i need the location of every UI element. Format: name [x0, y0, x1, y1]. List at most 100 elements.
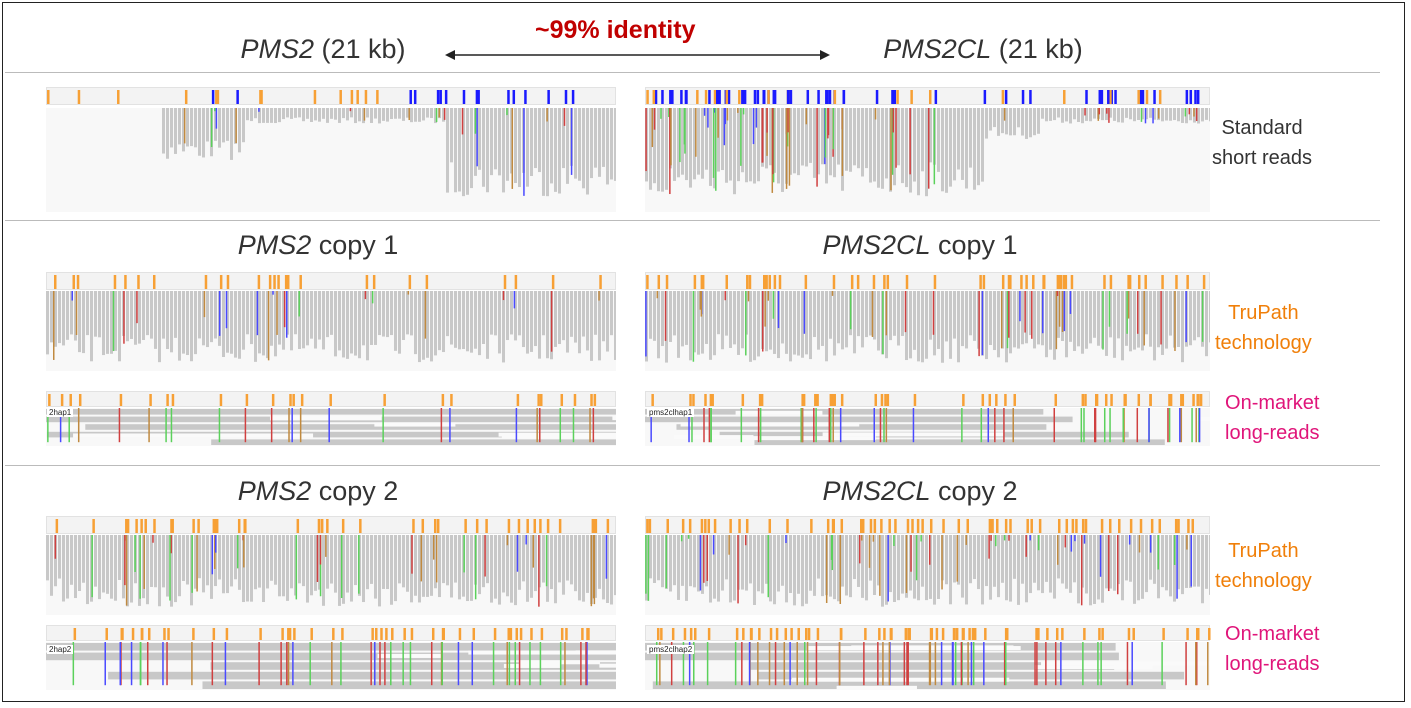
- track-mark: [826, 519, 830, 533]
- track-mark: [530, 628, 533, 640]
- track-mark: [894, 519, 897, 533]
- variant-track: [46, 625, 616, 641]
- track-mark: [226, 291, 229, 353]
- track-mark: [206, 535, 209, 586]
- track-mark: [506, 108, 508, 116]
- variant-track: [645, 87, 1210, 105]
- track-mark: [693, 275, 697, 289]
- track-mark: [318, 291, 321, 340]
- track-mark: [190, 291, 193, 362]
- track-mark: [86, 535, 89, 605]
- track-mark: [789, 535, 792, 594]
- track-mark: [987, 408, 990, 443]
- track-mark: [462, 291, 465, 350]
- track-mark: [439, 90, 442, 104]
- track-mark: [1109, 90, 1112, 104]
- track-mark: [560, 394, 564, 406]
- track-mark: [302, 108, 305, 122]
- track-mark: [677, 108, 680, 178]
- track-mark: [934, 90, 938, 104]
- track-mark: [677, 291, 680, 358]
- track-mark: [74, 291, 77, 341]
- track-mark: [538, 291, 541, 359]
- track-mark: [1054, 394, 1058, 406]
- track-mark: [1081, 535, 1084, 588]
- track-mark: [688, 642, 691, 686]
- track-mark: [1122, 408, 1124, 443]
- track-mark: [1095, 394, 1099, 406]
- track-mark: [166, 394, 169, 406]
- track-mark: [72, 275, 76, 289]
- track-mark: [758, 628, 761, 640]
- track-mark: [298, 535, 301, 584]
- track-mark: [841, 108, 844, 176]
- track-mark: [472, 628, 476, 640]
- track-mark: [526, 108, 529, 187]
- track-mark: [1049, 108, 1052, 121]
- track-mark: [897, 291, 900, 346]
- read-pileup: [645, 291, 1212, 371]
- track-mark: [278, 108, 281, 123]
- track-mark: [1118, 519, 1121, 533]
- track-mark: [1009, 291, 1012, 354]
- track-mark: [246, 108, 249, 121]
- track-mark: [286, 275, 290, 289]
- track-mark: [1129, 535, 1132, 582]
- track-mark: [506, 291, 509, 341]
- track-mark: [1208, 628, 1211, 640]
- long-read-pileup: [645, 408, 1240, 446]
- track-mark: [815, 642, 818, 686]
- track-mark: [110, 535, 113, 599]
- track-mark: [105, 628, 108, 640]
- track-mark: [214, 108, 216, 112]
- track-mark: [1065, 291, 1068, 358]
- track-mark: [383, 394, 386, 406]
- track-mark: [1181, 291, 1184, 363]
- track-mark: [757, 642, 759, 686]
- track-mark: [825, 108, 828, 184]
- track-mark: [326, 535, 329, 589]
- track-mark: [558, 108, 561, 194]
- track-mark: [928, 535, 931, 565]
- track-mark: [861, 108, 864, 177]
- track-mark: [970, 642, 973, 686]
- track-mark: [1138, 535, 1141, 553]
- track-mark: [885, 291, 888, 336]
- track-mark: [1062, 275, 1066, 289]
- track-mark: [374, 642, 376, 686]
- track-mark: [781, 291, 784, 344]
- track-mark: [649, 535, 652, 579]
- track-mark: [58, 291, 61, 344]
- track-mark: [594, 291, 597, 335]
- track-mark: [787, 108, 789, 133]
- track-mark: [166, 535, 169, 597]
- track-mark: [684, 90, 688, 104]
- track-mark: [1153, 90, 1156, 104]
- track-mark: [313, 90, 317, 104]
- track-mark: [767, 90, 770, 104]
- track-mark: [1038, 519, 1042, 533]
- track-mark: [869, 535, 872, 581]
- track-mark: [547, 90, 550, 104]
- track-mark: [907, 642, 909, 686]
- long-read-pileup: [645, 642, 1248, 690]
- track-mark: [224, 642, 227, 686]
- track-mark: [210, 535, 213, 599]
- track-mark: [1123, 394, 1126, 406]
- track-mark: [676, 424, 1047, 430]
- track-mark: [893, 535, 895, 546]
- track-mark: [46, 643, 616, 651]
- track-mark: [546, 519, 550, 533]
- track-mark: [778, 275, 782, 289]
- track-mark: [551, 275, 555, 289]
- track-mark: [331, 642, 333, 686]
- track-mark: [278, 535, 281, 597]
- track-mark: [143, 535, 145, 589]
- track-mark: [484, 535, 486, 577]
- track-mark: [598, 108, 601, 177]
- track-mark: [838, 642, 841, 686]
- track-mark: [468, 650, 674, 655]
- track-mark: [683, 628, 687, 640]
- track-mark: [841, 535, 844, 587]
- track-mark: [1148, 408, 1150, 443]
